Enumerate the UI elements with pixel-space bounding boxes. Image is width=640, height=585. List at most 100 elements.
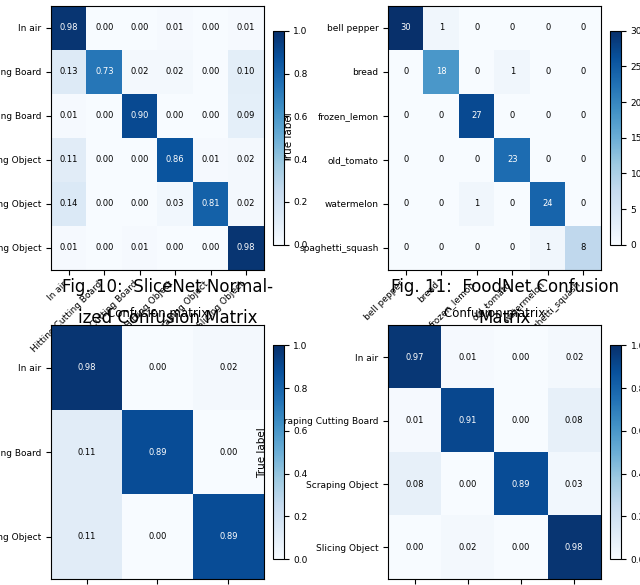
Text: 27: 27: [472, 111, 482, 121]
Text: 0.01: 0.01: [237, 23, 255, 32]
Text: 0: 0: [580, 155, 586, 164]
Text: 0.01: 0.01: [166, 23, 184, 32]
Text: 0.03: 0.03: [565, 480, 584, 488]
Text: ized Confusion Matrix: ized Confusion Matrix: [77, 309, 257, 327]
Text: 0.14: 0.14: [60, 199, 78, 208]
Text: 0.01: 0.01: [60, 111, 78, 121]
Text: 0: 0: [580, 23, 586, 32]
Text: 0.89: 0.89: [512, 480, 531, 488]
Text: 0: 0: [403, 155, 409, 164]
Text: 0: 0: [580, 199, 586, 208]
Text: 0: 0: [545, 67, 550, 76]
Text: 0.02: 0.02: [131, 67, 149, 76]
Text: 1: 1: [439, 23, 444, 32]
Text: 0.00: 0.00: [219, 448, 237, 457]
Text: 0: 0: [474, 243, 479, 252]
Text: 0.00: 0.00: [202, 111, 220, 121]
Text: 0.00: 0.00: [202, 243, 220, 252]
Text: 0.03: 0.03: [166, 199, 184, 208]
Text: 0.91: 0.91: [459, 416, 477, 425]
Title: Confusion matrix: Confusion matrix: [444, 307, 545, 320]
Text: 0.00: 0.00: [131, 199, 149, 208]
Text: 0.02: 0.02: [237, 199, 255, 208]
Text: 0: 0: [509, 23, 515, 32]
Text: 0.10: 0.10: [237, 67, 255, 76]
Text: 0.00: 0.00: [512, 416, 531, 425]
Text: 0.00: 0.00: [512, 353, 531, 362]
Text: Fig. 10:  SliceNet Normal-: Fig. 10: SliceNet Normal-: [62, 278, 273, 296]
Text: 0.00: 0.00: [95, 155, 113, 164]
Text: 0.02: 0.02: [219, 363, 237, 372]
Text: 0: 0: [545, 155, 550, 164]
Text: 0.11: 0.11: [77, 448, 96, 457]
Text: 0: 0: [439, 155, 444, 164]
Text: 0.00: 0.00: [202, 67, 220, 76]
Text: 0: 0: [474, 155, 479, 164]
Text: 0.01: 0.01: [202, 155, 220, 164]
Text: 0.00: 0.00: [406, 543, 424, 552]
Text: 0.86: 0.86: [166, 155, 184, 164]
Text: 8: 8: [580, 243, 586, 252]
Text: 0.00: 0.00: [95, 111, 113, 121]
Text: 1: 1: [474, 199, 479, 208]
X-axis label: Predicted label: Predicted label: [456, 347, 533, 357]
Text: 24: 24: [543, 199, 553, 208]
Text: 0.00: 0.00: [512, 543, 531, 552]
Text: 1: 1: [509, 67, 515, 76]
Text: 0.00: 0.00: [202, 23, 220, 32]
Text: 0: 0: [509, 199, 515, 208]
Text: 0: 0: [545, 23, 550, 32]
Text: 0.08: 0.08: [565, 416, 584, 425]
Text: 0.02: 0.02: [459, 543, 477, 552]
Text: 0: 0: [474, 67, 479, 76]
Text: 0.98: 0.98: [237, 243, 255, 252]
Text: 0.97: 0.97: [406, 353, 424, 362]
Text: 0: 0: [545, 111, 550, 121]
Text: 0: 0: [403, 199, 409, 208]
Text: 0: 0: [509, 111, 515, 121]
Text: 0.00: 0.00: [166, 243, 184, 252]
Text: Matrix: Matrix: [478, 309, 531, 327]
Text: 0.00: 0.00: [95, 243, 113, 252]
Text: 0.00: 0.00: [166, 111, 184, 121]
Text: 0: 0: [580, 67, 586, 76]
Text: 0: 0: [474, 23, 479, 32]
Text: 0.90: 0.90: [131, 111, 149, 121]
Text: 0.01: 0.01: [406, 416, 424, 425]
Text: 0.13: 0.13: [60, 67, 78, 76]
Y-axis label: True label: True label: [284, 112, 294, 163]
Text: 0.01: 0.01: [459, 353, 477, 362]
Text: 0.00: 0.00: [148, 532, 166, 541]
Text: Fig. 11:  FoodNet Confusion: Fig. 11: FoodNet Confusion: [390, 278, 618, 296]
Text: 0.98: 0.98: [565, 543, 584, 552]
Text: 0.98: 0.98: [77, 363, 96, 372]
Text: 0: 0: [403, 243, 409, 252]
Text: 0.02: 0.02: [166, 67, 184, 76]
Text: 0.00: 0.00: [131, 23, 149, 32]
Title: Confusion matrix: Confusion matrix: [107, 307, 208, 320]
Text: 18: 18: [436, 67, 447, 76]
Text: 0: 0: [439, 243, 444, 252]
Text: 0.73: 0.73: [95, 67, 114, 76]
Text: 0: 0: [439, 111, 444, 121]
Text: 0.11: 0.11: [60, 155, 78, 164]
Text: 30: 30: [401, 23, 412, 32]
Text: 0.89: 0.89: [219, 532, 237, 541]
Text: 0.89: 0.89: [148, 448, 166, 457]
Text: 0.00: 0.00: [95, 23, 113, 32]
Text: 0.02: 0.02: [565, 353, 584, 362]
Text: 0.00: 0.00: [95, 199, 113, 208]
Text: 0: 0: [403, 111, 409, 121]
Text: 0.01: 0.01: [60, 243, 78, 252]
Text: 0.00: 0.00: [131, 155, 149, 164]
X-axis label: Predicted label: Predicted label: [118, 366, 196, 376]
Text: 0: 0: [580, 111, 586, 121]
Text: 0.11: 0.11: [77, 532, 96, 541]
Text: 0.81: 0.81: [202, 199, 220, 208]
Text: 0.98: 0.98: [60, 23, 78, 32]
Text: 23: 23: [507, 155, 518, 164]
Y-axis label: True label: True label: [257, 427, 268, 478]
Text: 0.02: 0.02: [237, 155, 255, 164]
Text: 1: 1: [545, 243, 550, 252]
Text: 0: 0: [439, 199, 444, 208]
